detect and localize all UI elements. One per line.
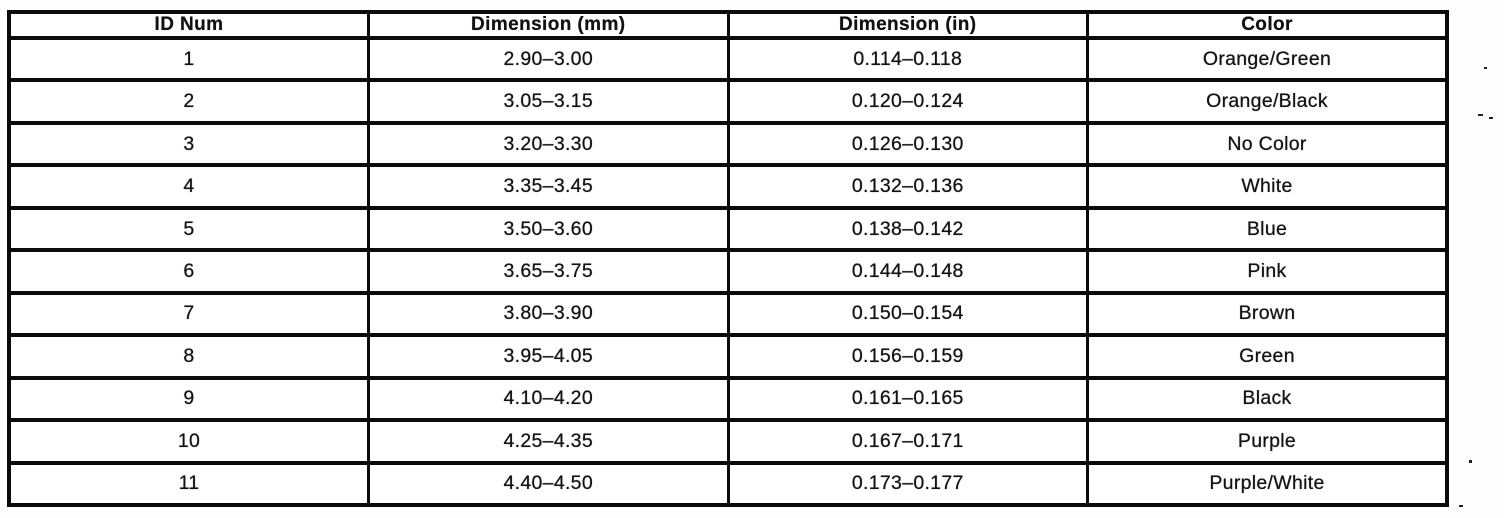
scan-noise-speck [1459, 505, 1463, 507]
cell-dimension-in: 0.144–0.148 [726, 248, 1089, 295]
cell-color: Orange/Black [1086, 78, 1449, 125]
table-row: 9 4.10–4.20 0.161–0.165 Black [7, 375, 1449, 423]
cell-dimension-in: 0.114–0.118 [726, 35, 1089, 83]
cell-color: Green [1086, 333, 1449, 380]
scan-noise-speck [1489, 117, 1493, 119]
cell-id-num: 9 [7, 375, 370, 423]
cell-dimension-mm: 3.50–3.60 [367, 205, 730, 253]
cell-id-num: 1 [7, 35, 370, 83]
cell-id-num: 2 [7, 78, 370, 125]
cell-id-num: 7 [7, 290, 370, 338]
cell-id-num: 3 [7, 120, 370, 168]
cell-color: Orange/Green [1086, 35, 1449, 83]
col-header-id-num: ID Num [7, 10, 370, 40]
cell-dimension-mm: 2.90–3.00 [367, 35, 730, 83]
table-row: 8 3.95–4.05 0.156–0.159 Green [7, 333, 1449, 380]
table-row: 5 3.50–3.60 0.138–0.142 Blue [7, 205, 1449, 253]
cell-dimension-in: 0.132–0.136 [726, 163, 1089, 210]
table-row: 11 4.40–4.50 0.173–0.177 Purple/White [7, 460, 1449, 508]
cell-color: White [1086, 163, 1449, 210]
scan-noise-speck [1484, 67, 1487, 69]
cell-color: Purple/White [1086, 460, 1449, 508]
cell-id-num: 10 [7, 418, 370, 465]
cell-color: No Color [1086, 120, 1449, 168]
cell-dimension-in: 0.167–0.171 [726, 418, 1089, 465]
cell-color: Black [1086, 375, 1449, 423]
id-dimension-color-table: ID Num Dimension (mm) Dimension (in) Col… [7, 10, 1449, 508]
cell-dimension-mm: 4.25–4.35 [367, 418, 730, 465]
cell-dimension-in: 0.120–0.124 [726, 78, 1089, 125]
cell-id-num: 5 [7, 205, 370, 253]
cell-id-num: 11 [7, 460, 370, 508]
col-header-dimension-mm: Dimension (mm) [367, 10, 730, 40]
cell-dimension-in: 0.173–0.177 [726, 460, 1089, 508]
scan-noise-speck [1469, 460, 1472, 463]
cell-dimension-in: 0.138–0.142 [726, 205, 1089, 253]
cell-id-num: 8 [7, 333, 370, 380]
cell-id-num: 6 [7, 248, 370, 295]
col-header-color: Color [1086, 10, 1449, 40]
cell-dimension-in: 0.126–0.130 [726, 120, 1089, 168]
table-row: 4 3.35–3.45 0.132–0.136 White [7, 163, 1449, 210]
cell-dimension-mm: 4.10–4.20 [367, 375, 730, 423]
cell-color: Blue [1086, 205, 1449, 253]
table-row: 6 3.65–3.75 0.144–0.148 Pink [7, 248, 1449, 295]
table-row: 10 4.25–4.35 0.167–0.171 Purple [7, 418, 1449, 465]
table-row: 7 3.80–3.90 0.150–0.154 Brown [7, 290, 1449, 338]
cell-id-num: 4 [7, 163, 370, 210]
cell-color: Purple [1086, 418, 1449, 465]
cell-dimension-in: 0.161–0.165 [726, 375, 1089, 423]
cell-dimension-mm: 3.95–4.05 [367, 333, 730, 380]
table-row: 3 3.20–3.30 0.126–0.130 No Color [7, 120, 1449, 168]
cell-color: Pink [1086, 248, 1449, 295]
cell-dimension-mm: 3.65–3.75 [367, 248, 730, 295]
cell-color: Brown [1086, 290, 1449, 338]
cell-dimension-mm: 3.05–3.15 [367, 78, 730, 125]
header-row: ID Num Dimension (mm) Dimension (in) Col… [7, 10, 1449, 40]
cell-dimension-in: 0.156–0.159 [726, 333, 1089, 380]
table-row: 1 2.90–3.00 0.114–0.118 Orange/Green [7, 35, 1449, 83]
col-header-dimension-in: Dimension (in) [726, 10, 1089, 40]
table-row: 2 3.05–3.15 0.120–0.124 Orange/Black [7, 78, 1449, 125]
cell-dimension-mm: 3.35–3.45 [367, 163, 730, 210]
scan-noise-speck [1478, 114, 1483, 116]
cell-dimension-mm: 3.20–3.30 [367, 120, 730, 168]
cell-dimension-mm: 4.40–4.50 [367, 460, 730, 508]
cell-dimension-mm: 3.80–3.90 [367, 290, 730, 338]
cell-dimension-in: 0.150–0.154 [726, 290, 1089, 338]
